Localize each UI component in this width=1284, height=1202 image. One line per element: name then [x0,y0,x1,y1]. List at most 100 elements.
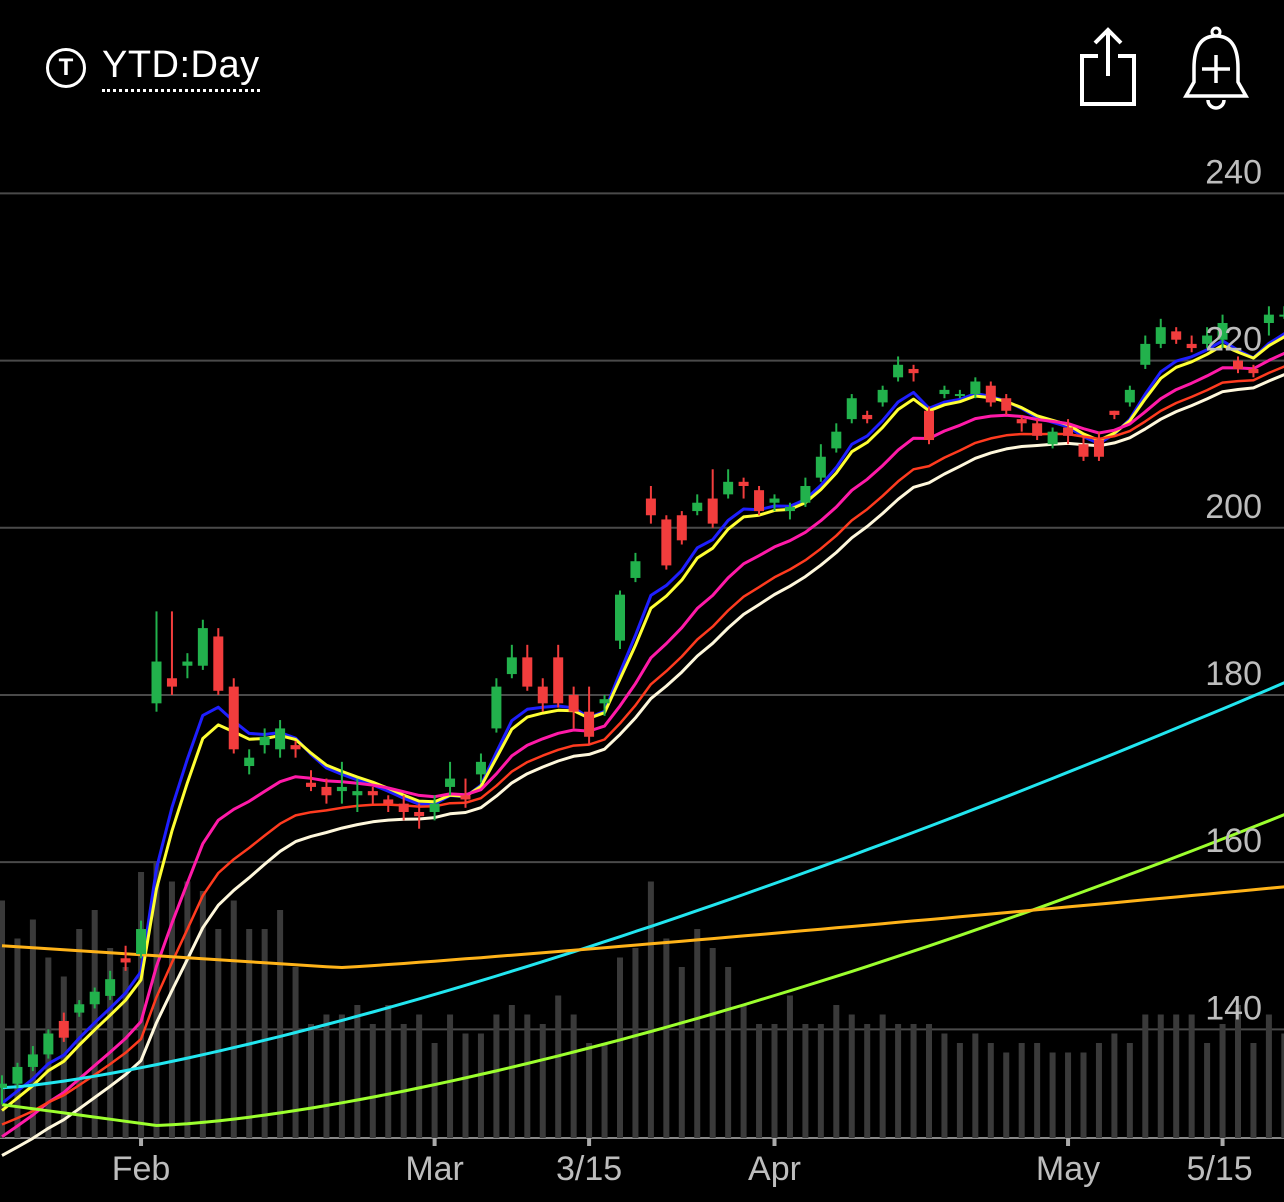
volume-bar [817,1024,824,1138]
candle-down [58,1020,69,1038]
volume-bar [1250,1043,1257,1138]
y-tick-label: 240 [1205,153,1262,191]
volume-bar [756,1024,763,1138]
y-tick-label: 220 [1205,321,1262,359]
candle-down [1001,398,1012,411]
volume-bar [14,938,21,1138]
share-icon[interactable] [1068,24,1148,112]
volume-bar [601,1043,608,1138]
candle-up [259,736,270,746]
add-alert-bell-icon[interactable] [1176,24,1256,112]
x-tick-label: Apr [748,1150,801,1188]
volume-bar [400,1024,407,1138]
candle-up [815,456,826,478]
volume-bar [60,976,67,1138]
volume-bar [416,1014,423,1138]
volume-bar [338,1014,345,1138]
volume-bar [694,929,701,1138]
candle-down [383,799,394,804]
y-tick-label: 200 [1205,488,1262,526]
volume-bar [941,1033,948,1138]
candle-down [553,657,564,704]
volume-bar [663,938,670,1138]
volume-bar [508,1005,515,1138]
axis-labels: 140 160 180 200 220 240 Feb Mar 3/15 Apr May 5/15 [112,153,1262,1188]
volume-bar [168,881,175,1138]
volume-bar [786,995,793,1138]
volume-bar [292,967,299,1138]
candle-up [784,506,795,512]
y-tick-label: 180 [1205,655,1262,693]
candle-up [89,991,100,1005]
candle-down [908,368,919,374]
candle-up [336,786,347,792]
candle-up [136,929,147,955]
candle-up [182,661,193,666]
candle-down [1063,427,1074,436]
volume-bar [462,1033,469,1138]
volume-bar [586,1043,593,1138]
candle-down [924,410,934,441]
volume-bar [1188,1014,1195,1138]
volume-bar [956,1043,963,1138]
volume-bar [802,1024,809,1138]
candle-up [151,661,162,704]
volume-bar [1065,1052,1072,1138]
volume-bar [1219,1024,1226,1138]
volume-bar [1173,1014,1180,1138]
volume-bar [1080,1052,1087,1138]
candle-up [491,686,502,729]
candle-down [1233,360,1243,369]
candle-down [738,481,749,486]
volume-bar [1095,1043,1102,1138]
range-label: YTD:Day [102,44,260,92]
volume-bar [493,1014,500,1138]
volume-bar [555,995,562,1138]
candle-up [800,486,811,503]
candle-down [460,795,471,800]
volume-bar [76,929,83,1138]
candle-down [862,414,873,420]
candle-up [970,381,981,395]
volume-bar [632,948,639,1138]
candle-up [352,791,363,796]
ma-cyan-line [1,681,1284,1090]
candle-up [1202,335,1213,344]
candle-down [1171,331,1182,340]
candle-down [367,791,378,796]
candle-down [568,694,579,712]
candle-down [584,711,595,737]
candle-up [1047,431,1058,445]
volume-bar [447,1014,454,1138]
volume-bar [864,1024,871,1138]
candle-down [213,636,224,691]
candle-up [12,1066,23,1084]
candle-down [1093,440,1104,457]
candle-down [1109,410,1120,415]
candle-up [877,389,888,403]
candlesticks [0,306,1284,1105]
candle-down [985,385,996,403]
volume-bar [1204,1043,1211,1138]
volume-bar [323,1014,330,1138]
volume-bar [199,891,206,1138]
range-selector[interactable]: T YTD:Day [46,40,260,96]
candle-up [831,431,842,449]
volume-bar [647,881,654,1138]
volume-bar [277,910,284,1138]
volume-bar [1281,1033,1284,1138]
volume-bar [1235,1005,1241,1138]
candle-up [1279,314,1284,317]
ma-green-line [1,813,1284,1127]
volume-bar [987,1043,994,1138]
candle-up [692,502,703,512]
volume-bar [709,948,716,1138]
candle-down [228,686,239,750]
ma-yellow-line [1,335,1284,1112]
candle-up [769,498,780,503]
candle-up [954,394,965,397]
volume-bar [725,967,732,1138]
volume-bar [0,900,5,1138]
candle-down [676,515,687,541]
